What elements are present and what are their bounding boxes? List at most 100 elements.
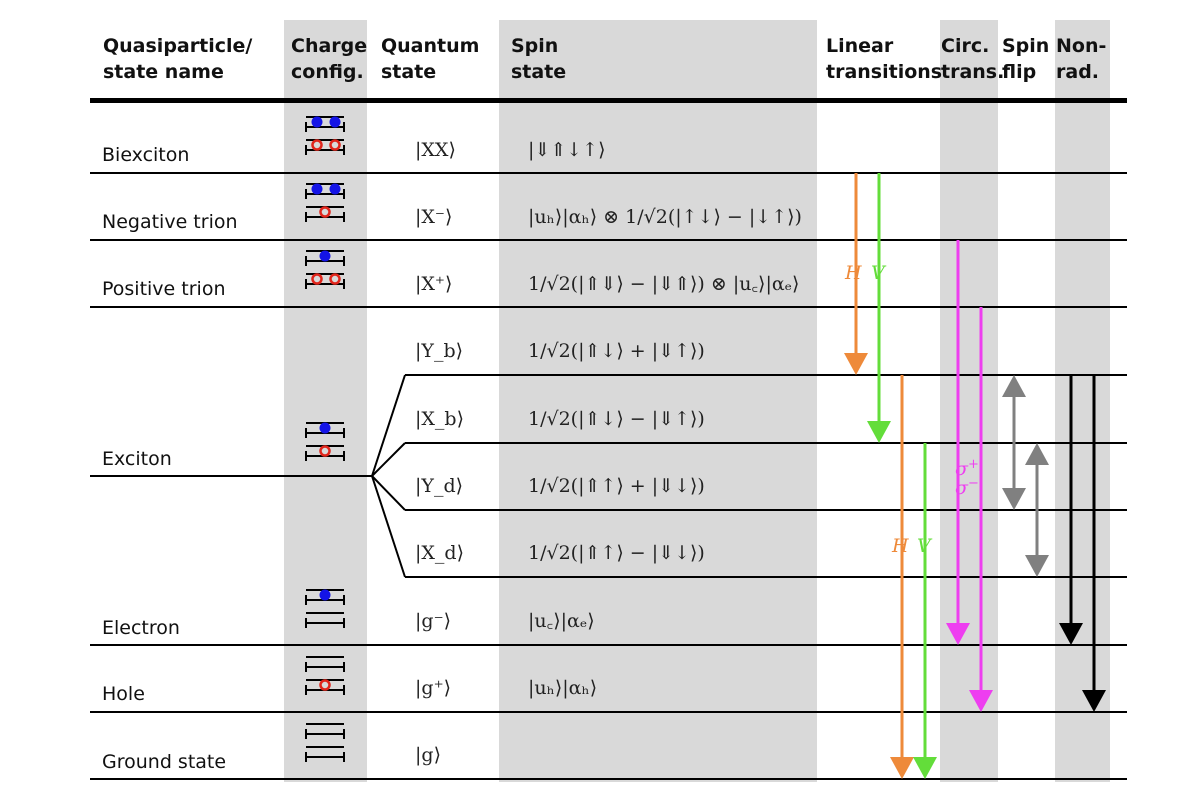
header-linear-line2: transitions [826, 61, 942, 83]
quantum-g: |g⟩ [415, 744, 441, 766]
state-lines [90, 172, 1127, 780]
header-quantum-line2: state [381, 61, 436, 83]
quantum-xd: |X_d⟩ [415, 542, 464, 564]
arrow-head [890, 757, 914, 779]
spin-g-plus: |uₕ⟩|αₕ⟩ [528, 677, 597, 699]
row-names: Biexciton Negative trion Positive trion … [102, 144, 238, 773]
arrow-head-down [1002, 488, 1026, 510]
arrow-nonrad-to-electron [1059, 375, 1083, 645]
hole-circle [329, 139, 341, 151]
name-hole: Hole [102, 683, 145, 705]
quantum-g-minus: |g⁻⟩ [415, 610, 451, 632]
spin-yd: 1/√2(|⇑↑⟩ + |⇓↓⟩) [528, 475, 705, 497]
hole-circle [319, 679, 331, 691]
name-positive-trion: Positive trion [102, 278, 226, 300]
split-xd [371, 475, 406, 578]
spin-column-shade [499, 20, 817, 782]
electron-dot [319, 422, 331, 434]
electron-dot [329, 116, 341, 128]
quantum-x-plus: |X⁺⟩ [415, 273, 452, 295]
arrow-circ-negative-trion [946, 240, 970, 645]
header-circ-line2: trans. [941, 61, 1004, 83]
arrow-head [969, 690, 993, 712]
split-yd [371, 475, 406, 511]
spin-states: |⇓⇑↓↑⟩ |uₕ⟩|αₕ⟩ ⊗ 1/√2(|↑↓⟩ − |↓↑⟩) 1/√2… [528, 139, 802, 699]
spin-x-plus: 1/√2(|⇑⇓⟩ − |⇓⇑⟩) ⊗ |u꜀⟩|αₑ⟩ [528, 273, 799, 295]
hole-circle [311, 273, 323, 285]
arrow-head-up [1025, 443, 1049, 465]
spin-x-minus: |uₕ⟩|αₕ⟩ ⊗ 1/√2(|↑↓⟩ − |↓↑⟩) [528, 206, 802, 228]
header-nonrad-line1: Non- [1056, 35, 1106, 57]
charge-column-shade [284, 20, 367, 782]
nonrad-column-shade [1055, 20, 1110, 782]
label-v-upper: V [871, 262, 887, 284]
label-h-lower: H [891, 535, 909, 557]
charge-icon-positive-trion [305, 250, 345, 289]
arrow-head [946, 623, 970, 645]
arrow-h-trion-to-yb [844, 173, 868, 375]
charge-icon-biexciton [305, 116, 345, 155]
name-negative-trion: Negative trion [102, 211, 238, 233]
circ-column-shade [940, 20, 998, 782]
hole-circle [319, 445, 331, 457]
name-biexciton: Biexciton [102, 144, 189, 166]
arrow-v-trion-to-xb [867, 173, 891, 443]
name-exciton: Exciton [102, 448, 172, 470]
arrow-head-up [1002, 375, 1026, 397]
header-linear-line1: Linear [826, 35, 894, 57]
table-header: Quasiparticle/ state name Charge config.… [90, 35, 1127, 103]
arrow-head [913, 757, 937, 779]
header-nonrad-line2: rad. [1056, 61, 1099, 83]
quantum-x-minus: |X⁻⟩ [415, 206, 452, 228]
electron-dot [311, 183, 323, 195]
header-spinflip-line1: Spin [1002, 35, 1049, 57]
header-spinflip-line2: flip [1002, 61, 1036, 83]
arrow-spinflip-yb-yd [1002, 375, 1026, 510]
quantum-xx: |XX⟩ [415, 139, 456, 161]
header-spin-line2: state [511, 61, 566, 83]
electron-dot [311, 116, 323, 128]
header-spin-line1: Spin [511, 35, 558, 57]
spin-yb: 1/√2(|⇑↓⟩ + |⇓↑⟩) [528, 340, 705, 362]
charge-icon-hole [305, 656, 345, 695]
arrow-nonrad-to-hole [1082, 375, 1106, 712]
header-quantum-line1: Quantum [381, 35, 479, 57]
arrow-head [1059, 623, 1083, 645]
split-xb [371, 442, 406, 477]
charge-icon-electron [305, 589, 345, 628]
spin-g-minus: |u꜀⟩|αₑ⟩ [528, 610, 595, 632]
electron-dot [319, 250, 331, 262]
arrow-v-xb-to-ground [913, 443, 937, 779]
electron-dot [319, 589, 331, 601]
header-circ-line1: Circ. [941, 35, 989, 57]
arrow-head [844, 353, 868, 375]
spin-xb: 1/√2(|⇑↓⟩ − |⇓↑⟩) [528, 408, 705, 430]
charge-icon-negative-trion [305, 183, 345, 222]
electron-dot [329, 183, 341, 195]
header-name-line1: Quasiparticle/ [103, 35, 252, 57]
header-charge-line2: config. [291, 61, 364, 83]
label-v-lower: V [917, 535, 933, 557]
arrow-circ-positive-trion [969, 307, 993, 712]
header-charge-line1: Charge [291, 35, 367, 57]
quantum-g-plus: |g⁺⟩ [415, 677, 451, 699]
arrow-head [867, 421, 891, 443]
quantum-yb: |Y_b⟩ [415, 340, 463, 362]
split-yb [371, 374, 406, 477]
charge-config-icons [305, 116, 345, 762]
charge-icon-ground [305, 723, 345, 762]
name-ground-state: Ground state [102, 751, 226, 773]
arrow-h-yb-to-ground [890, 375, 914, 779]
quantum-yd: |Y_d⟩ [415, 475, 463, 497]
charge-icon-exciton [305, 422, 345, 461]
quantum-xb: |X_b⟩ [415, 408, 464, 430]
arrow-head [1082, 690, 1106, 712]
arrow-head-down [1025, 555, 1049, 577]
spin-xd: 1/√2(|⇑↑⟩ − |⇓↓⟩) [528, 542, 705, 564]
hole-circle [311, 139, 323, 151]
header-name-line2: state name [103, 61, 224, 83]
name-electron: Electron [102, 617, 180, 639]
arrow-spinflip-xb-xd [1025, 443, 1049, 577]
shaded-columns [284, 20, 1110, 782]
